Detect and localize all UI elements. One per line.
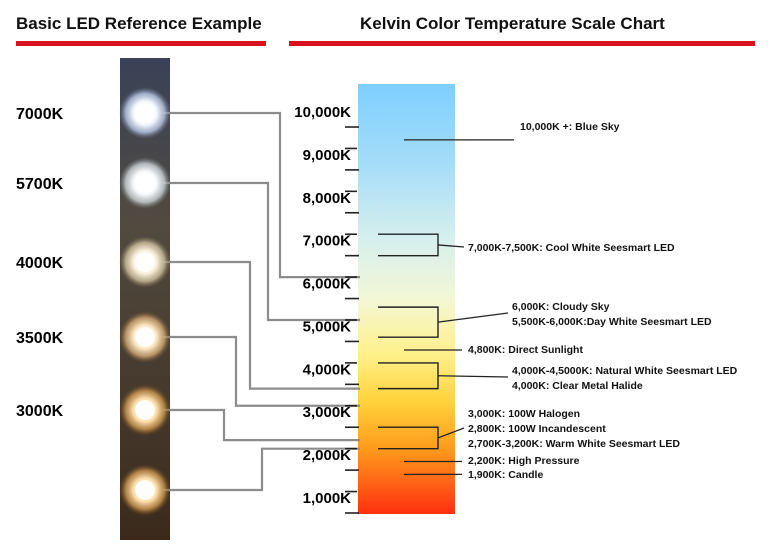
annotation-label: 2,200K: High Pressure: [468, 455, 580, 467]
annotation-label: 6,000K: Cloudy Sky: [512, 301, 610, 313]
led-reference-heading: Basic LED Reference Example: [16, 14, 262, 33]
led-core: [135, 400, 155, 420]
led-kelvin-label: 3000K: [16, 403, 64, 420]
led-kelvin-label: 4000K: [16, 255, 64, 272]
scale-label: 6,000K: [303, 276, 352, 293]
led-kelvin-label: 3500K: [16, 330, 64, 347]
led-connector: [163, 260, 360, 390]
annotation-pointers: [378, 139, 514, 476]
scale-label: 5,000K: [303, 318, 352, 335]
annotation-label: 10,000K +: Blue Sky: [520, 121, 620, 133]
annotation-label: 4,000K: Clear Metal Halide: [512, 380, 643, 392]
annotation-label: 2,800K: 100W Incandescent: [468, 423, 606, 435]
scale-ticks: [345, 126, 359, 514]
annotation-label: 4,800K: Direct Sunlight: [468, 344, 583, 356]
scale-label: 3,000K: [303, 404, 352, 421]
led-core: [135, 327, 155, 347]
scale-label: 10,000K: [294, 104, 351, 121]
led-connector: [163, 181, 360, 322]
led-kelvin-label: 5700K: [16, 176, 64, 193]
right-heading-underline: [289, 41, 755, 46]
annotation-pointer: [437, 312, 509, 323]
led-strip-labels: 7000K 5700K 4000K 3500K 3000K: [16, 106, 64, 420]
scale-label: 7,000K: [303, 233, 352, 250]
led-connector: [163, 111, 360, 279]
annotation-label: 7,000K-7,500K: Cool White Seesmart LED: [468, 242, 675, 254]
led-core: [135, 173, 155, 193]
led-connectors: [163, 111, 360, 492]
annotation-pointer: [437, 244, 465, 248]
left-heading-underline: [16, 41, 266, 46]
scale-label: 1,000K: [303, 490, 352, 507]
annotation-pointer: [437, 375, 509, 378]
led-connector: [163, 408, 360, 442]
annotation-label: 2,700K-3,200K: Warm White Seesmart LED: [468, 438, 680, 450]
scale-label: 9,000K: [303, 147, 352, 164]
annotation-label: 4,000K-4,5000K: Natural White Seesmart L…: [512, 365, 738, 377]
led-lamps: [119, 87, 171, 516]
led-kelvin-label: 7000K: [16, 106, 64, 123]
scale-label: 8,000K: [303, 190, 352, 207]
annotation-labels: 10,000K +: Blue Sky 7,000K-7,500K: Cool W…: [468, 121, 738, 481]
led-core: [135, 252, 155, 272]
led-core: [135, 480, 155, 500]
scale-labels: 10,000K 9,000K 8,000K 7,000K 6,000K 5,000K 4,0…: [294, 104, 351, 507]
led-connector: [163, 335, 360, 407]
led-core: [135, 103, 155, 123]
color-temperature-scale-bar: [358, 84, 455, 514]
kelvin-chart-heading: Kelvin Color Temperature Scale Chart: [360, 14, 665, 33]
annotation-label: 3,000K: 100W Halogen: [468, 408, 580, 420]
annotation-pointer: [437, 427, 465, 439]
scale-label: 2,000K: [303, 447, 352, 464]
annotation-label: 5,500K-6,000K:Day White Seesmart LED: [512, 316, 712, 328]
scale-label: 4,000K: [303, 361, 352, 378]
annotation-label: 1,900K: Candle: [468, 469, 543, 481]
led-connector: [163, 447, 360, 492]
